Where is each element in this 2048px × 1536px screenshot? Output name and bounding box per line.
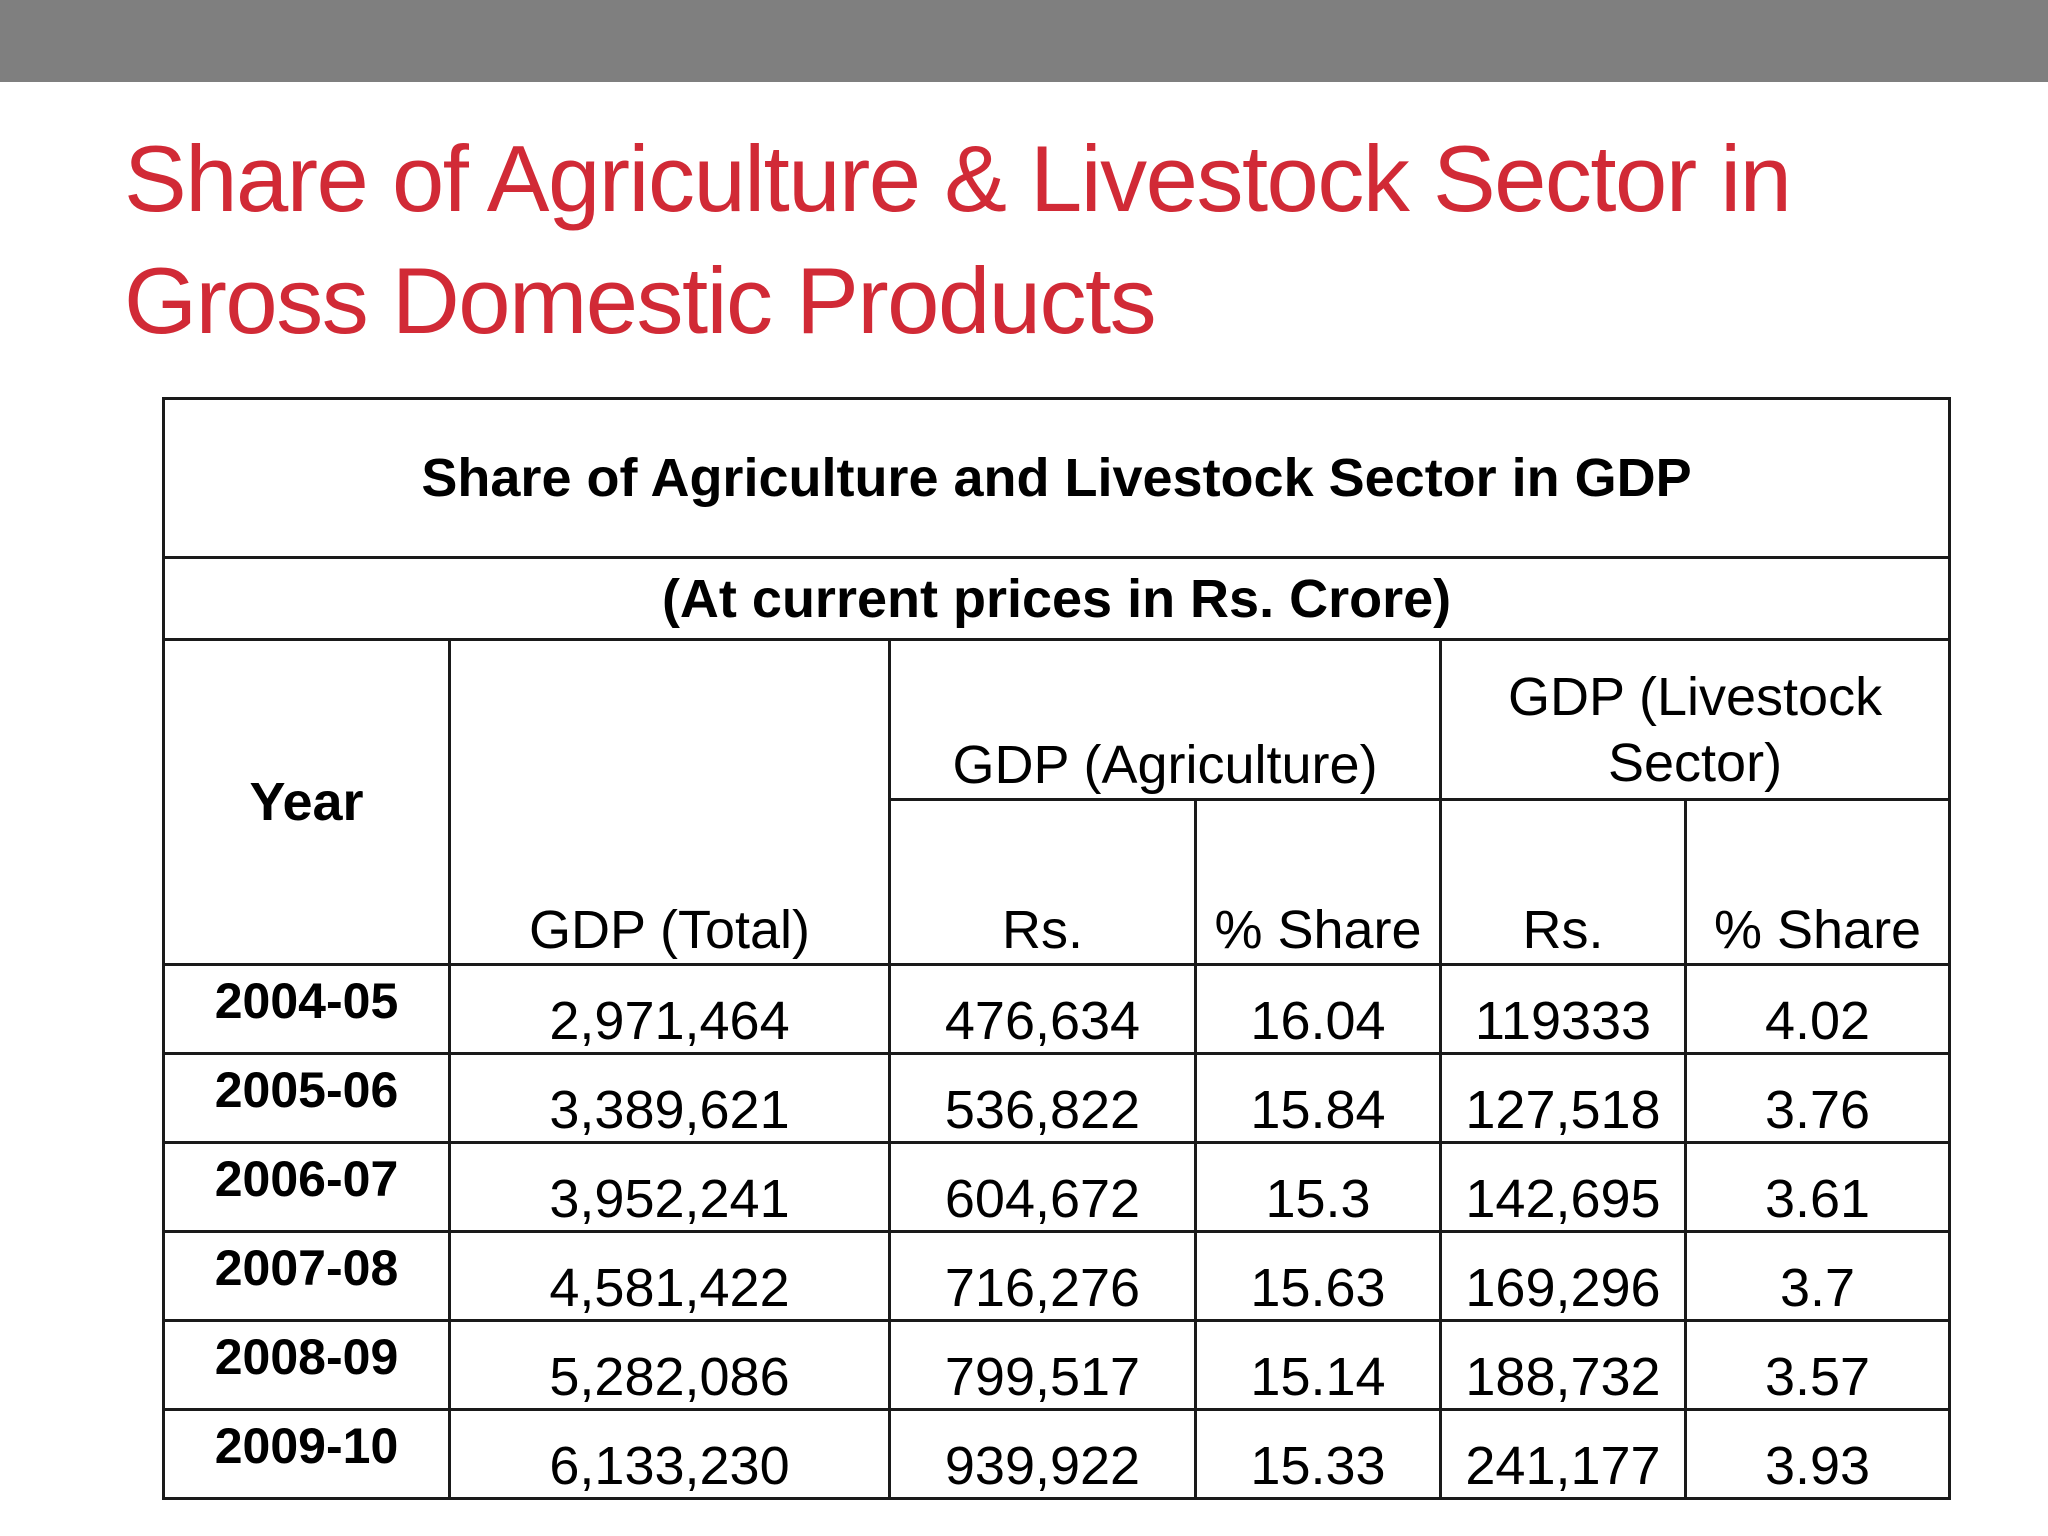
cell-year: 2005-06 [162, 1052, 451, 1144]
cell-livestock-share: 3.57 [1683, 1319, 1952, 1411]
table-units-note: (At current prices in Rs. Crore) [161, 556, 1952, 641]
cell-livestock-share: 4.02 [1683, 963, 1952, 1055]
cell-agri-share: 15.63 [1194, 1230, 1442, 1322]
header-livestock-share: % Share [1683, 798, 1952, 966]
cell-gdp-total: 2,971,464 [448, 963, 891, 1055]
cell-livestock-share: 3.93 [1683, 1408, 1952, 1500]
gdp-share-table: Share of Agriculture and Livestock Secto… [161, 397, 1952, 1500]
table-row: 2008-09 5,282,086 799,517 15.14 188,732 … [162, 1319, 1952, 1411]
table-row: 2005-06 3,389,621 536,822 15.84 127,518 … [162, 1052, 1952, 1144]
cell-agri-share: 15.14 [1194, 1319, 1442, 1411]
table-caption-row: Share of Agriculture and Livestock Secto… [161, 397, 1952, 559]
cell-agri-share: 15.3 [1194, 1141, 1442, 1233]
cell-year: 2007-08 [162, 1230, 451, 1322]
table-caption: Share of Agriculture and Livestock Secto… [161, 397, 1952, 559]
header-livestock-rs: Rs. [1439, 798, 1687, 966]
cell-livestock-share: 3.61 [1683, 1141, 1952, 1233]
table-row: 2004-05 2,971,464 476,634 16.04 119333 4… [162, 963, 1952, 1055]
cell-agri-rs: 604,672 [888, 1141, 1197, 1233]
table-row: 2009-10 6,133,230 939,922 15.33 241,177 … [162, 1408, 1952, 1500]
table-row: 2006-07 3,952,241 604,672 15.3 142,695 3… [162, 1141, 1952, 1233]
cell-agri-rs: 799,517 [888, 1319, 1197, 1411]
cell-livestock-share: 3.76 [1683, 1052, 1952, 1144]
cell-agri-rs: 716,276 [888, 1230, 1197, 1322]
slide-title: Share of Agriculture & Livestock Sector … [124, 126, 1792, 353]
cell-gdp-total: 3,952,241 [448, 1141, 891, 1233]
header-agri-rs: Rs. [888, 798, 1197, 966]
cell-livestock-rs: 169,296 [1439, 1230, 1687, 1322]
cell-year: 2008-09 [162, 1319, 451, 1411]
table-row: 2007-08 4,581,422 716,276 15.63 169,296 … [162, 1230, 1952, 1322]
header-gdp-livestock: GDP (Livestock Sector) [1438, 638, 1952, 801]
cell-livestock-rs: 142,695 [1439, 1141, 1687, 1233]
table-header-row: Year GDP (Total) GDP (Agriculture) GDP (… [162, 638, 1952, 966]
cell-gdp-total: 4,581,422 [448, 1230, 891, 1322]
cell-livestock-rs: 188,732 [1439, 1319, 1687, 1411]
header-gdp-agriculture: GDP (Agriculture) [888, 638, 1442, 801]
header-agri-share: % Share [1194, 798, 1442, 966]
cell-year: 2009-10 [162, 1408, 451, 1500]
cell-gdp-total: 6,133,230 [448, 1408, 891, 1500]
cell-agri-rs: 939,922 [888, 1408, 1197, 1500]
header-gdp-total: GDP (Total) [448, 638, 891, 966]
slide-header-bar [0, 0, 2048, 82]
cell-agri-rs: 536,822 [888, 1052, 1197, 1144]
cell-livestock-rs: 127,518 [1439, 1052, 1687, 1144]
table-units-row: (At current prices in Rs. Crore) [161, 556, 1952, 641]
cell-livestock-rs: 241,177 [1439, 1408, 1687, 1500]
cell-gdp-total: 5,282,086 [448, 1319, 891, 1411]
cell-agri-share: 15.33 [1194, 1408, 1442, 1500]
header-year: Year [162, 638, 451, 966]
cell-year: 2006-07 [162, 1141, 451, 1233]
cell-agri-rs: 476,634 [888, 963, 1197, 1055]
table-subheader-row: Rs. % Share Rs. % Share [164, 798, 1952, 966]
cell-year: 2004-05 [162, 963, 451, 1055]
cell-agri-share: 15.84 [1194, 1052, 1442, 1144]
cell-livestock-rs: 119333 [1439, 963, 1687, 1055]
cell-livestock-share: 3.7 [1683, 1230, 1952, 1322]
cell-gdp-total: 3,389,621 [448, 1052, 891, 1144]
cell-agri-share: 16.04 [1194, 963, 1442, 1055]
